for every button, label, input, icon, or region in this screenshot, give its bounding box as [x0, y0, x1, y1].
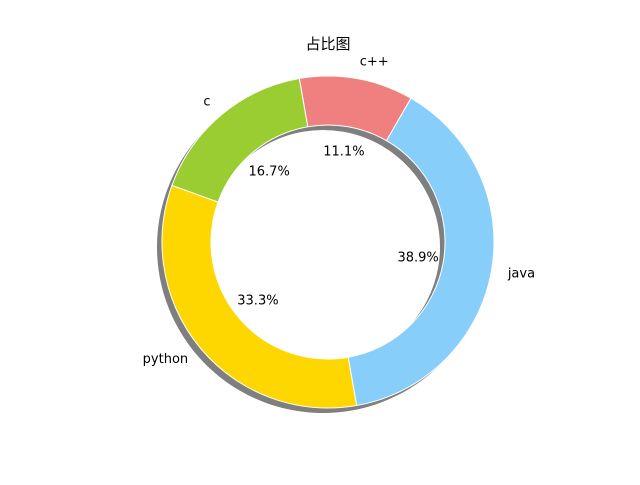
slice-python — [161, 184, 358, 409]
slice-label-java: java — [507, 266, 535, 281]
slice-pct-python: 33.3% — [237, 293, 278, 308]
chart-title: 占比图 — [305, 35, 350, 53]
slice-java — [347, 97, 495, 407]
slice-label-python: python — [143, 352, 188, 367]
donut-labels: c++ 11.1% c 16.7% python 33.3% java 38.9% — [143, 55, 535, 367]
donut-slices — [161, 75, 495, 409]
slice-label-c: c — [203, 95, 210, 110]
slice-pct-java: 38.9% — [397, 250, 438, 265]
slice-c — [171, 77, 309, 203]
slice-pct-c: 16.7% — [249, 164, 290, 179]
slice-pct-cpp: 11.1% — [323, 144, 364, 159]
slice-label-cpp: c++ — [360, 55, 389, 70]
